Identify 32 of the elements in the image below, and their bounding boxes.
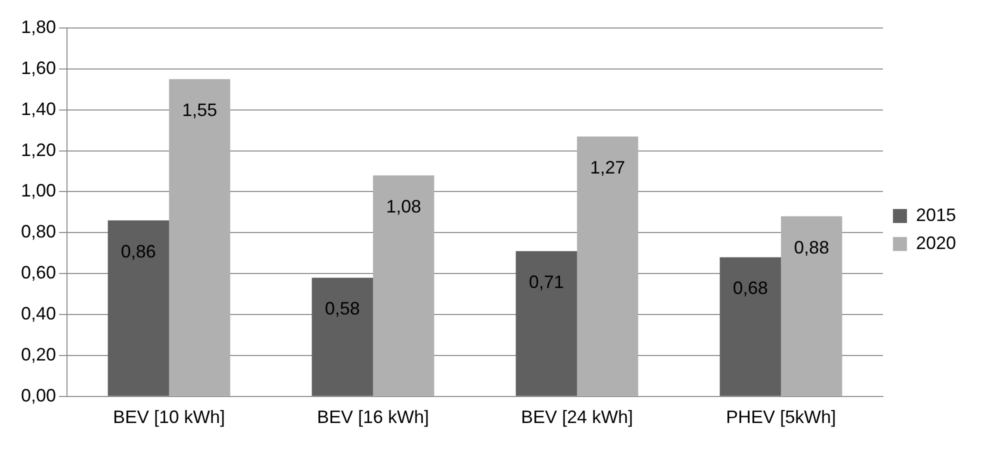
data-label: 0,58 [324,298,360,319]
x-tick-label: BEV [24 kWh] [520,407,634,428]
data-label: 1,55 [182,100,218,120]
y-tick-label: 0,20 [20,344,56,364]
y-tick-label: 1,60 [20,58,56,78]
bar [780,216,842,396]
y-tick-label: 1,80 [20,16,56,37]
bar [108,220,170,396]
bar [373,175,434,396]
y-tick-label: 0,60 [20,262,56,283]
data-label: 0,86 [120,241,156,262]
bar [720,257,781,396]
legend-label: 2020 [916,232,956,253]
bar [312,278,374,396]
y-tick-label: 1,20 [20,140,56,160]
x-tick-label: BEV [10 kWh] [113,407,226,428]
data-label: 0,68 [732,278,768,298]
y-tick-label: 0,40 [20,304,56,324]
x-tick-label: BEV [16 kWh] [316,407,430,428]
y-tick-label: 0,80 [20,222,56,242]
bar [516,251,577,396]
data-label: 0,71 [528,272,564,292]
x-tick-label: PHEV [5kWh] [726,407,836,428]
y-tick-label: 1,40 [20,98,56,119]
y-tick-label: 0,00 [20,385,56,406]
data-label: 1,08 [386,196,422,216]
data-label: 1,27 [590,157,626,178]
legend-label: 2015 [916,204,956,225]
bar [576,136,638,396]
bar [169,79,230,396]
data-label: 0,88 [794,237,830,258]
y-tick-label: 1,00 [20,180,56,201]
